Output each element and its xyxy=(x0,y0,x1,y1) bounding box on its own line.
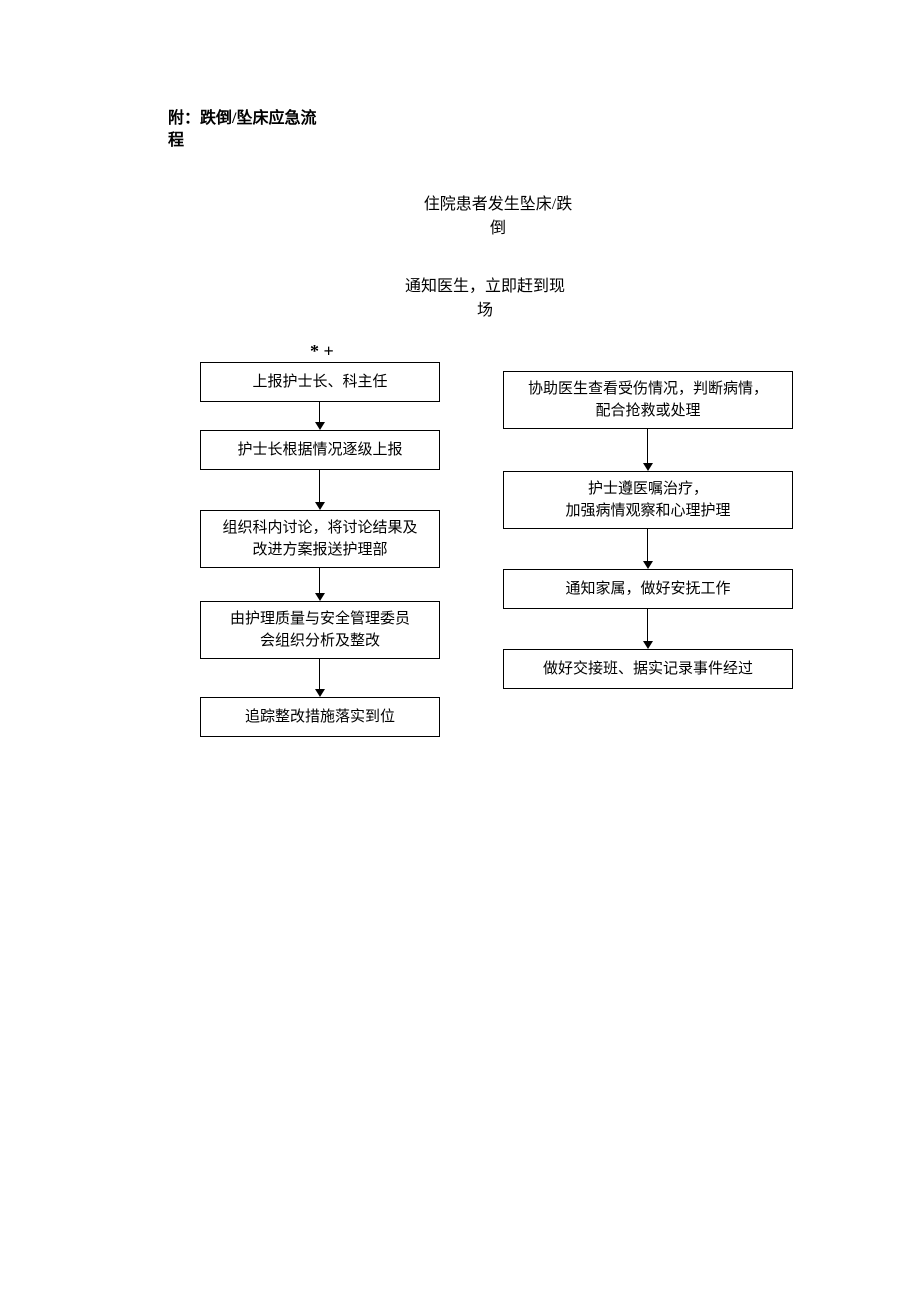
header1-line2: 倒 xyxy=(490,220,506,237)
right-box-2: 护士遵医嘱治疗， 加强病情观察和心理护理 xyxy=(503,471,793,529)
left-box-5: 追踪整改措施落实到位 xyxy=(200,697,440,737)
right-box-3-text: 通知家属，做好安抚工作 xyxy=(565,578,730,601)
left-box-2: 护士长根据情况逐级上报 xyxy=(200,430,440,470)
right-arrow-3-line xyxy=(647,609,648,641)
left-box-3-line1: 组织科内讨论，将讨论结果及 xyxy=(222,520,417,536)
left-box-1-text: 上报护士长、科主任 xyxy=(252,371,387,394)
left-box-2-text: 护士长根据情况逐级上报 xyxy=(237,439,402,462)
left-box-3-line2: 改进方案报送护理部 xyxy=(252,542,387,558)
header1-line1: 住院患者发生坠床/跌 xyxy=(424,196,572,213)
right-box-1-line1: 协助医生查看受伤情况，判断病情， xyxy=(528,381,768,397)
left-box-4: 由护理质量与安全管理委员 会组织分析及整改 xyxy=(200,601,440,659)
right-box-4: 做好交接班、据实记录事件经过 xyxy=(503,649,793,689)
left-arrow-2-head xyxy=(315,502,325,510)
right-arrow-3-head xyxy=(643,641,653,649)
left-arrow-1-head xyxy=(315,422,325,430)
right-arrow-1-line xyxy=(647,429,648,463)
right-box-1: 协助医生查看受伤情况，判断病情， 配合抢救或处理 xyxy=(503,371,793,429)
left-arrow-1-line xyxy=(319,402,320,422)
left-box-4-line2: 会组织分析及整改 xyxy=(260,633,380,649)
header-step-1: 住院患者发生坠床/跌 倒 xyxy=(398,193,598,241)
right-box-1-line2: 配合抢救或处理 xyxy=(595,403,700,419)
left-arrow-3-head xyxy=(315,593,325,601)
right-arrow-1-head xyxy=(643,463,653,471)
title-line2: 程 xyxy=(168,132,184,149)
right-arrow-2-head xyxy=(643,561,653,569)
left-box-1: 上报护士长、科主任 xyxy=(200,362,440,402)
right-arrow-2-line xyxy=(647,529,648,561)
branch-symbols: * + xyxy=(310,341,334,362)
left-arrow-3-line xyxy=(319,568,320,593)
title-line1: 附：跌倒/坠床应急流 xyxy=(168,110,316,127)
right-box-3: 通知家属，做好安抚工作 xyxy=(503,569,793,609)
left-arrow-4-line xyxy=(319,659,320,689)
page-title: 附：跌倒/坠床应急流 程 xyxy=(168,108,316,153)
header-step-2: 通知医生，立即赶到现 场 xyxy=(385,275,585,323)
right-box-2-line2: 加强病情观察和心理护理 xyxy=(565,503,730,519)
left-arrow-4-head xyxy=(315,689,325,697)
left-box-4-line1: 由护理质量与安全管理委员 xyxy=(230,611,410,627)
left-box-3: 组织科内讨论，将讨论结果及 改进方案报送护理部 xyxy=(200,510,440,568)
left-arrow-2-line xyxy=(319,470,320,502)
header2-line2: 场 xyxy=(477,302,493,319)
header2-line1: 通知医生，立即赶到现 xyxy=(405,278,565,295)
right-box-4-text: 做好交接班、据实记录事件经过 xyxy=(543,658,753,681)
left-box-5-text: 追踪整改措施落实到位 xyxy=(245,706,395,729)
right-box-2-line1: 护士遵医嘱治疗， xyxy=(588,481,708,497)
